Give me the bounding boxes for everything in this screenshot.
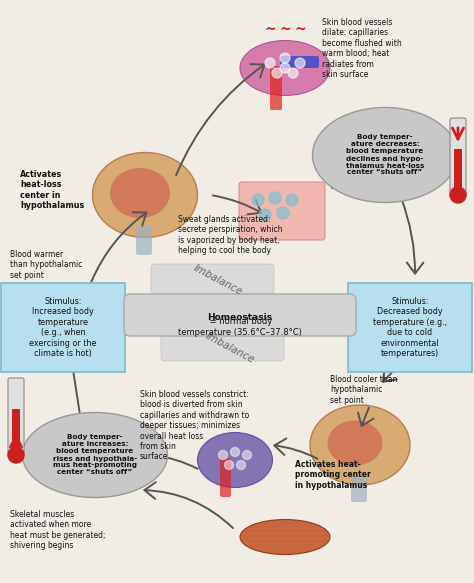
Circle shape [288, 68, 298, 78]
Text: Imbalance: Imbalance [204, 331, 256, 365]
Ellipse shape [240, 519, 330, 554]
FancyBboxPatch shape [161, 331, 284, 361]
Circle shape [265, 58, 275, 68]
Text: Blood warmer
than hypothalamic
set point: Blood warmer than hypothalamic set point [10, 250, 82, 280]
FancyBboxPatch shape [450, 118, 466, 197]
FancyBboxPatch shape [12, 409, 20, 461]
Circle shape [269, 192, 281, 204]
FancyBboxPatch shape [239, 182, 325, 240]
Ellipse shape [110, 168, 170, 218]
Ellipse shape [92, 153, 198, 237]
Circle shape [237, 461, 246, 469]
FancyBboxPatch shape [351, 476, 367, 502]
Circle shape [230, 448, 239, 456]
FancyBboxPatch shape [136, 226, 152, 255]
Text: = normal body
temperature (35.6°C–37.8°C): = normal body temperature (35.6°C–37.8°C… [178, 317, 302, 337]
FancyBboxPatch shape [220, 458, 231, 497]
Ellipse shape [310, 405, 410, 485]
Text: ~: ~ [279, 23, 291, 37]
Circle shape [450, 187, 466, 203]
Ellipse shape [198, 433, 273, 487]
FancyBboxPatch shape [454, 149, 462, 201]
Text: ~: ~ [264, 23, 276, 37]
Circle shape [280, 53, 290, 63]
Ellipse shape [312, 107, 457, 202]
Circle shape [8, 447, 24, 463]
Text: Skeletal muscles
activated when more
heat must be generated;
shivering begins: Skeletal muscles activated when more hea… [10, 510, 106, 550]
Circle shape [259, 209, 271, 221]
Text: Skin blood vessels
dilate: capillaries
become flushed with
warm blood; heat
radi: Skin blood vessels dilate: capillaries b… [322, 18, 402, 79]
FancyBboxPatch shape [270, 66, 282, 110]
FancyBboxPatch shape [8, 378, 24, 457]
Text: Skin blood vessels constrict:
blood is diverted from skin
capillaries and withdr: Skin blood vessels constrict: blood is d… [140, 390, 249, 461]
Ellipse shape [240, 40, 330, 96]
Text: ~: ~ [294, 23, 306, 37]
FancyBboxPatch shape [348, 283, 472, 372]
Circle shape [280, 63, 290, 73]
Circle shape [277, 207, 289, 219]
Circle shape [243, 451, 252, 459]
Text: Homeostasis: Homeostasis [208, 312, 273, 321]
Text: Activates
heat-loss
center in
hypothalamus: Activates heat-loss center in hypothalam… [20, 170, 84, 210]
Text: Sweat glands activated:
secrete perspiration, which
is vaporized by body heat,
h: Sweat glands activated: secrete perspira… [178, 215, 283, 255]
Text: Imbalance: Imbalance [192, 263, 244, 297]
Ellipse shape [22, 413, 167, 497]
Circle shape [219, 451, 228, 459]
Text: Stimulus:
Increased body
temperature
(e.g., when
exercising or the
climate is ho: Stimulus: Increased body temperature (e.… [29, 297, 97, 358]
Text: Body temper-
ature decreases:
blood temperature
declines and hypo-
thalamus heat: Body temper- ature decreases: blood temp… [346, 135, 424, 175]
Circle shape [272, 68, 282, 78]
Text: Stimulus:
Decreased body
temperature (e.g.,
due to cold
environmental
temperatur: Stimulus: Decreased body temperature (e.… [373, 297, 447, 358]
Text: Activates heat-
promoting center
in hypothalamus: Activates heat- promoting center in hypo… [295, 460, 371, 490]
FancyBboxPatch shape [124, 294, 356, 336]
Ellipse shape [328, 420, 383, 465]
Circle shape [252, 194, 264, 206]
Circle shape [286, 194, 298, 206]
FancyBboxPatch shape [151, 264, 274, 294]
Text: Blood cooler than
hypothalamic
set point: Blood cooler than hypothalamic set point [330, 375, 397, 405]
FancyBboxPatch shape [1, 283, 125, 372]
Circle shape [225, 461, 234, 469]
FancyBboxPatch shape [280, 56, 319, 68]
Text: Body temper-
ature increases:
blood temperature
rises and hypothala-
mus heat-pr: Body temper- ature increases: blood temp… [53, 434, 137, 476]
Circle shape [295, 58, 305, 68]
